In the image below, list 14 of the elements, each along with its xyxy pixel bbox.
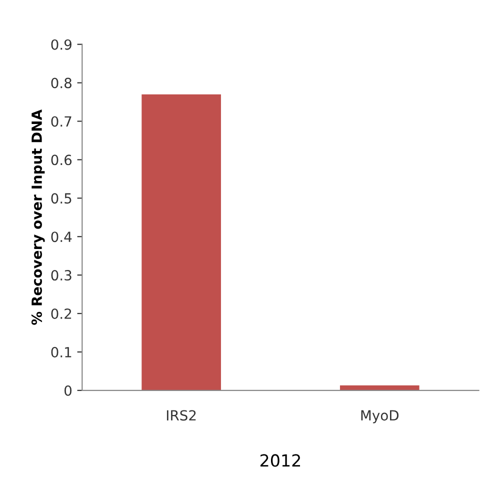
x-tick-label: IRS2 [166,410,196,421]
y-tick-label: 0.5 [51,193,72,204]
x-axis-title: 2012 [260,454,300,467]
y-tick-label: 0.9 [51,39,72,50]
y-tick-label: 0 [64,385,72,396]
y-tick-label: 0.6 [51,154,72,166]
y-tick-label: 0.8 [51,78,72,88]
x-tick-label: MyoD [361,410,399,424]
y-tick-label: 0.4 [51,232,72,242]
y-tick-label: 0.7 [51,116,72,127]
y-tick-label: 0.3 [51,270,72,281]
y-tick-label: 0.1 [51,346,72,358]
y-tick-label: 0.2 [51,308,72,319]
y-axis-title: % Recovery over Input DNA [31,110,45,325]
